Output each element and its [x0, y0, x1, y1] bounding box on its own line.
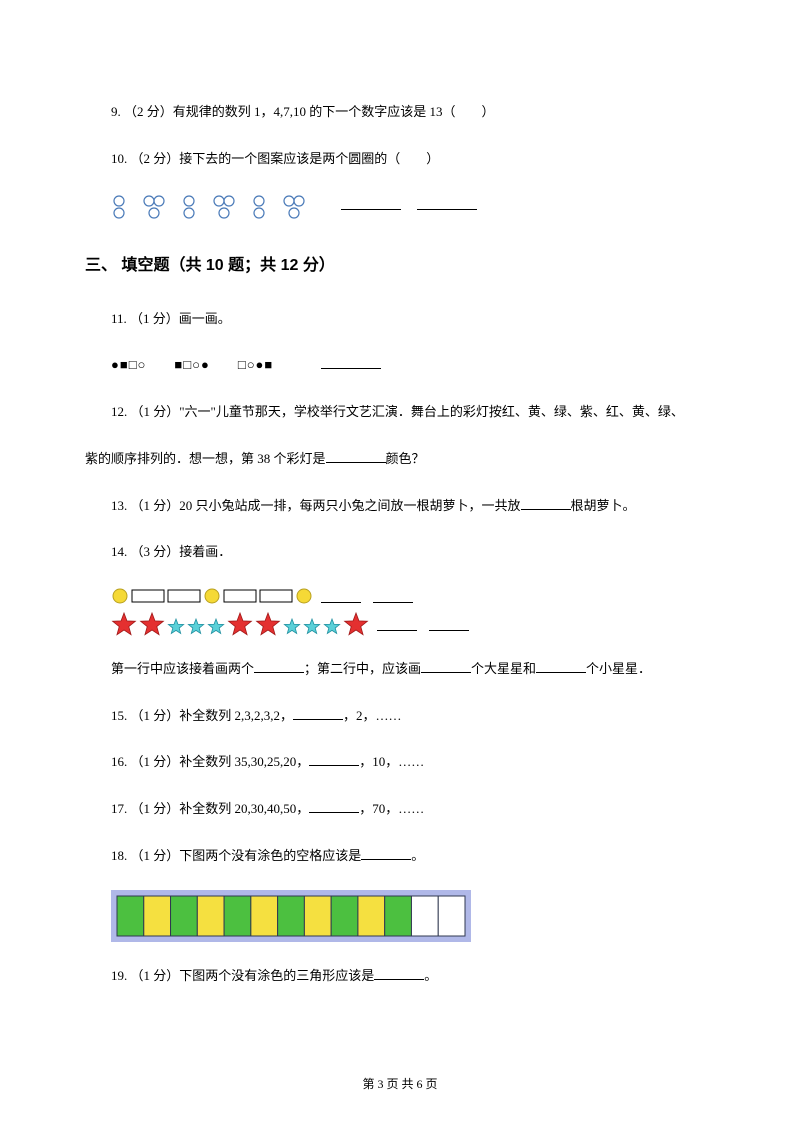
- section-3-title: 三、 填空题（共 10 题；共 12 分）: [85, 251, 715, 281]
- question-11: 11. （1 分）画一画。: [85, 307, 715, 332]
- blank: [421, 659, 471, 673]
- q17-b: ，70，……: [359, 801, 424, 816]
- big-star-icon: [255, 611, 281, 637]
- blank: [326, 449, 386, 463]
- blank: [374, 966, 424, 980]
- blank: [417, 196, 477, 210]
- strip-cell: [304, 896, 331, 936]
- strip-cell: [224, 896, 251, 936]
- q19-b: 。: [424, 968, 437, 983]
- strip-cell: [171, 896, 198, 936]
- circle-trio-icon: [141, 193, 167, 221]
- blank: [293, 706, 343, 720]
- q17-a: 17. （1 分）补全数列 20,30,40,50，: [111, 801, 309, 816]
- big-star-icon: [343, 611, 369, 637]
- q18-b: 。: [411, 848, 424, 863]
- circle-icon: [203, 587, 221, 605]
- question-14-fill: 第一行中应该接着画两个 ；第二行中，应该画 个大星星和 个小星星．: [85, 657, 715, 682]
- big-star-icon: [111, 611, 137, 637]
- q18-colorstrip: [111, 890, 715, 942]
- circle-pair-icon: [111, 193, 127, 221]
- circle-pair-icon: [181, 193, 197, 221]
- q16-b: ，10，……: [359, 754, 424, 769]
- q12-text-b: 紫的顺序排列的．想一想，第 38 个彩灯是: [85, 451, 326, 466]
- circle-icon: [295, 587, 313, 605]
- question-16: 16. （1 分）补全数列 35,30,25,20， ，10，……: [85, 750, 715, 775]
- blank: [521, 496, 571, 510]
- page-content: 9. （2 分）有规律的数列 1，4,7,10 的下一个数字应该是 13（ ） …: [0, 0, 800, 1051]
- blank: [341, 196, 401, 210]
- circle-pair-icon: [251, 193, 267, 221]
- blank: [536, 659, 586, 673]
- q11-symbol-pattern: ●■□○ ■□○● □○●■: [111, 353, 715, 378]
- small-star-icon: [187, 611, 205, 637]
- strip-cell: [358, 896, 385, 936]
- question-12: 12. （1 分）"六一"儿童节那天，学校举行文艺汇演．舞台上的彩灯按红、黄、绿…: [85, 400, 715, 425]
- q14-row1: [111, 587, 715, 605]
- circle-icon: [111, 587, 129, 605]
- big-star-icon: [227, 611, 253, 637]
- question-9: 9. （2 分）有规律的数列 1，4,7,10 的下一个数字应该是 13（ ）: [85, 100, 715, 125]
- small-star-icon: [323, 611, 341, 637]
- q10-circle-pattern: [111, 193, 715, 221]
- symbol-group: □○●■: [238, 357, 273, 372]
- small-star-icon: [167, 611, 185, 637]
- question-12-cont: 紫的顺序排列的．想一想，第 38 个彩灯是 颜色？: [85, 447, 715, 472]
- blank: [429, 617, 469, 631]
- blank: [377, 617, 417, 631]
- big-star-icon: [139, 611, 165, 637]
- strip-cell: [144, 896, 171, 936]
- q14-row2: [111, 611, 715, 637]
- strip-cell: [411, 896, 438, 936]
- circle-trio-icon: [211, 193, 237, 221]
- circle-trio-icon: [281, 193, 307, 221]
- blank: [254, 659, 304, 673]
- question-14: 14. （3 分）接着画．: [85, 540, 715, 565]
- rect-icon: [131, 587, 165, 605]
- blank: [309, 752, 359, 766]
- q14-c: 个大星星和: [471, 661, 536, 676]
- q14-shapes: [111, 587, 715, 637]
- question-17: 17. （1 分）补全数列 20,30,40,50， ，70，……: [85, 797, 715, 822]
- q14-a: 第一行中应该接着画两个: [111, 661, 254, 676]
- strip-cell: [438, 896, 465, 936]
- small-star-icon: [207, 611, 225, 637]
- q13-text-b: 根胡萝卜。: [571, 498, 636, 513]
- blank: [373, 589, 413, 603]
- q12-text-c: 颜色？: [386, 451, 425, 466]
- strip-cell: [117, 896, 144, 936]
- q16-a: 16. （1 分）补全数列 35,30,25,20，: [111, 754, 309, 769]
- rect-icon: [259, 587, 293, 605]
- symbol-group: ■□○●: [174, 357, 209, 372]
- page-footer: 第 3 页 共 6 页: [0, 1075, 800, 1092]
- q18-a: 18. （1 分）下图两个没有涂色的空格应该是: [111, 848, 361, 863]
- strip-cell: [385, 896, 412, 936]
- q13-text-a: 13. （1 分）20 只小兔站成一排，每两只小兔之间放一根胡萝卜，一共放: [111, 498, 521, 513]
- question-18: 18. （1 分）下图两个没有涂色的空格应该是 。: [85, 844, 715, 869]
- q19-a: 19. （1 分）下图两个没有涂色的三角形应该是: [111, 968, 374, 983]
- strip-cell: [331, 896, 358, 936]
- question-19: 19. （1 分）下图两个没有涂色的三角形应该是 。: [85, 964, 715, 989]
- question-13: 13. （1 分）20 只小兔站成一排，每两只小兔之间放一根胡萝卜，一共放 根胡萝…: [85, 494, 715, 519]
- blank: [309, 799, 359, 813]
- rect-icon: [223, 587, 257, 605]
- small-star-icon: [283, 611, 301, 637]
- q12-text-a: 12. （1 分）"六一"儿童节那天，学校举行文艺汇演．舞台上的彩灯按红、黄、绿…: [111, 404, 684, 419]
- q15-b: ，2，……: [343, 708, 402, 723]
- q14-d: 个小星星．: [586, 661, 651, 676]
- rect-icon: [167, 587, 201, 605]
- question-10: 10. （2 分）接下去的一个图案应该是两个圆圈的（ ）: [85, 147, 715, 172]
- blank: [321, 355, 381, 369]
- q14-b: ；第二行中，应该画: [304, 661, 421, 676]
- strip-cell: [197, 896, 224, 936]
- strip-cell: [278, 896, 305, 936]
- q15-a: 15. （1 分）补全数列 2,3,2,3,2，: [111, 708, 293, 723]
- blank: [321, 589, 361, 603]
- small-star-icon: [303, 611, 321, 637]
- symbol-group: ●■□○: [111, 357, 146, 372]
- strip-cell: [251, 896, 278, 936]
- blank: [361, 846, 411, 860]
- question-15: 15. （1 分）补全数列 2,3,2,3,2， ，2，……: [85, 704, 715, 729]
